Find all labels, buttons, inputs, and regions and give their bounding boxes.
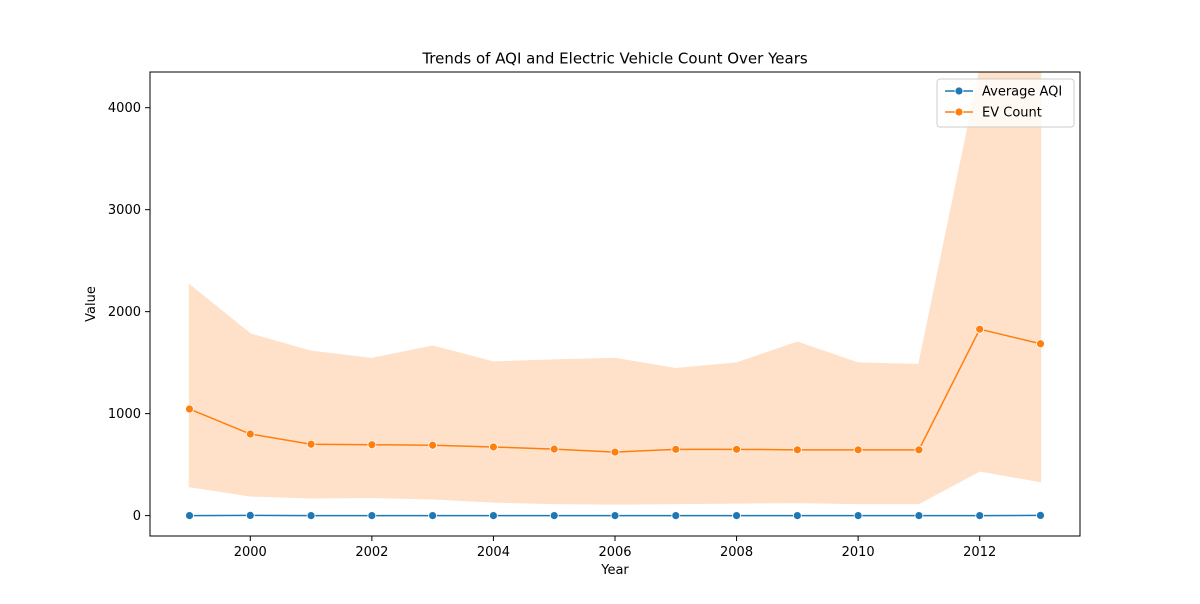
average-aqi-point — [793, 512, 801, 520]
ev-count-point — [915, 446, 923, 454]
ev-count-point — [854, 446, 862, 454]
average-aqi-point — [429, 512, 437, 520]
average-aqi-point — [1036, 511, 1044, 519]
ev-count-point — [246, 430, 254, 438]
x-tick-label: 2008 — [720, 545, 753, 560]
x-axis-ticks: 2000 2002 2004 2006 2008 2010 2012 — [234, 536, 997, 560]
average-aqi-point — [672, 512, 680, 520]
y-tick-label: 4000 — [108, 101, 141, 116]
average-aqi-point — [368, 512, 376, 520]
ev-count-point — [672, 445, 680, 453]
y-axis-label: Value — [84, 286, 99, 322]
x-axis-label: Year — [600, 563, 629, 578]
x-tick-label: 2012 — [963, 545, 996, 560]
average-aqi-point — [307, 512, 315, 520]
average-aqi-point — [854, 512, 862, 520]
ev-count-point — [550, 445, 558, 453]
ev-count-point — [976, 325, 984, 333]
x-tick-label: 2006 — [598, 545, 631, 560]
ev-count-point — [793, 446, 801, 454]
average-aqi-point — [246, 511, 254, 519]
legend-average-aqi-label: Average AQI — [982, 85, 1062, 100]
legend-ev-count-label: EV Count — [982, 106, 1042, 121]
ev-count-point — [611, 448, 619, 456]
chart-legend: Average AQI EV Count — [937, 79, 1074, 127]
x-tick-label: 2010 — [842, 545, 875, 560]
average-aqi-point — [489, 512, 497, 520]
x-tick-label: 2002 — [355, 545, 388, 560]
y-axis-ticks: 0 1000 2000 3000 4000 — [108, 101, 150, 524]
y-tick-label: 1000 — [108, 407, 141, 422]
y-tick-label: 2000 — [108, 305, 141, 320]
ev-count-point — [429, 441, 437, 449]
ev-count-point — [733, 445, 741, 453]
average-aqi-point — [733, 512, 741, 520]
ev-count-point — [489, 443, 497, 451]
ev-count-point — [1036, 340, 1044, 348]
legend-average-aqi-marker — [955, 87, 963, 95]
x-tick-label: 2004 — [477, 545, 510, 560]
ev-count-point — [368, 441, 376, 449]
chart-title: Trends of AQI and Electric Vehicle Count… — [421, 50, 808, 68]
legend-ev-count-marker — [955, 108, 963, 116]
average-aqi-point — [550, 512, 558, 520]
x-tick-label: 2000 — [234, 545, 267, 560]
confidence-bands — [190, 71, 1041, 504]
y-tick-label: 0 — [133, 509, 141, 524]
y-tick-label: 3000 — [108, 203, 141, 218]
ev-count-confidence-band — [190, 71, 1041, 504]
ev-count-point — [186, 405, 194, 413]
average-aqi-point — [611, 512, 619, 520]
average-aqi-point — [976, 512, 984, 520]
ev-count-point — [307, 440, 315, 448]
average-aqi-point — [915, 512, 923, 520]
average-aqi-point — [186, 512, 194, 520]
